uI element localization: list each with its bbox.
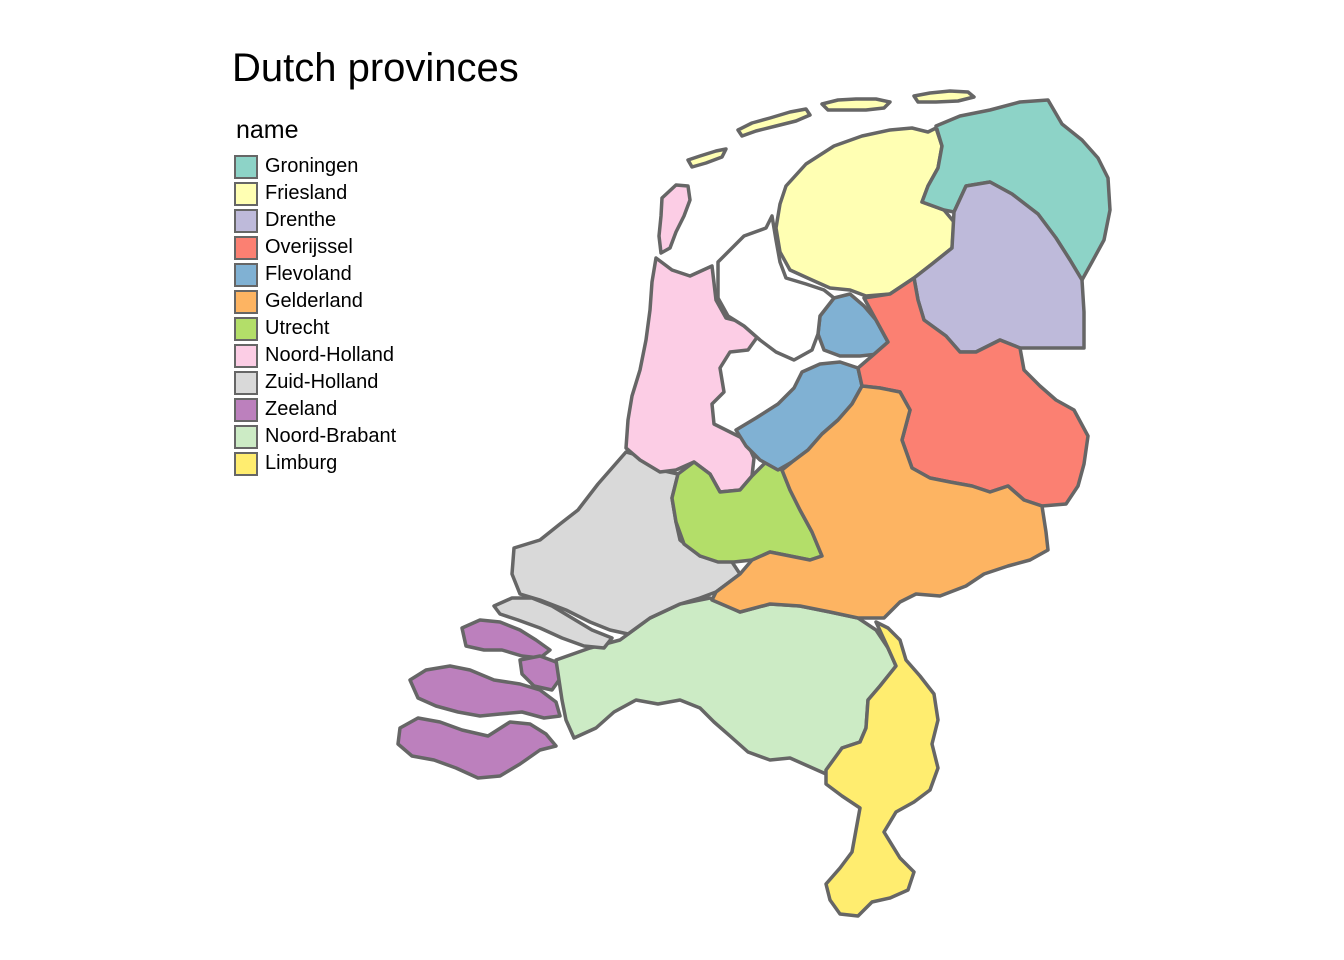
wadden-island-terschelling (736, 107, 812, 138)
legend-label: Limburg (265, 452, 338, 474)
legend-label: Groningen (265, 155, 359, 177)
legend-title: name (236, 116, 299, 144)
province-zuid-holland-islands (492, 596, 614, 650)
legend-swatch (234, 370, 258, 395)
legend-item: Flevoland (234, 261, 396, 288)
province-gelderland (710, 384, 1050, 620)
province-zeeland-schouwen (460, 618, 552, 660)
legend-item: Zeeland (234, 396, 396, 423)
province-zeeland-south (396, 716, 558, 780)
legend-item: Noord-Brabant (234, 423, 396, 450)
legend-item: Noord-Holland (234, 342, 396, 369)
legend-item: Gelderland (234, 288, 396, 315)
legend-label: Noord-Holland (265, 344, 394, 366)
legend-item: Overijssel (234, 234, 396, 261)
legend-item: Zuid-Holland (234, 369, 396, 396)
legend-swatch (234, 181, 258, 206)
legend-item: Limburg (234, 450, 396, 477)
province-limburg (824, 620, 940, 918)
legend-swatch (234, 208, 258, 233)
legend-item: Groningen (234, 153, 396, 180)
legend-swatch (234, 289, 258, 314)
province-zeeland-tholen (518, 654, 564, 692)
legend-label: Friesland (265, 182, 348, 204)
water-ijsselmeer (716, 214, 836, 362)
legend-label: Overijssel (265, 236, 353, 258)
wadden-island-ameland (820, 97, 892, 112)
province-zeeland-walcheren (408, 664, 562, 720)
legend-label: Noord-Brabant (265, 425, 397, 447)
legend-swatch (234, 154, 258, 179)
wadden-island-schiermonnikoog (912, 89, 976, 104)
legend-item: Drenthe (234, 207, 396, 234)
legend-label: Zuid-Holland (265, 371, 379, 393)
legend-label: Drenthe (265, 209, 337, 231)
legend-item: Utrecht (234, 315, 396, 342)
legend-swatch (234, 343, 258, 368)
legend-swatch (234, 316, 258, 341)
map-legend: name Groningen Friesland Drenthe Overijs… (234, 116, 396, 477)
wadden-island-texel-north (657, 183, 692, 255)
legend-label: Gelderland (265, 290, 363, 312)
legend-swatch (234, 451, 258, 476)
legend-swatch (234, 262, 258, 287)
legend-label: Zeeland (265, 398, 338, 420)
legend-item: Friesland (234, 180, 396, 207)
legend-swatch (234, 424, 258, 449)
map-title: Dutch provinces (232, 46, 519, 90)
legend-label: Utrecht (265, 317, 330, 339)
legend-swatch (234, 397, 258, 422)
legend-label: Flevoland (265, 263, 352, 285)
legend-items: Groningen Friesland Drenthe Overijssel F… (234, 153, 396, 477)
legend-swatch (234, 235, 258, 260)
wadden-island-vlieland (686, 147, 728, 169)
